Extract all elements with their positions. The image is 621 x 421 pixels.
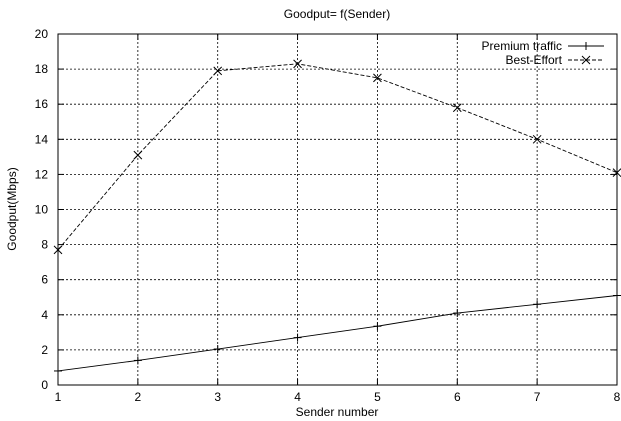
x-tick-label: 5 <box>374 390 381 404</box>
y-tick-label: 18 <box>35 62 49 76</box>
y-tick-label: 12 <box>35 167 49 181</box>
data-point-best-effort <box>213 66 223 76</box>
series-markers <box>53 59 621 375</box>
x-tick-label: 7 <box>534 390 541 404</box>
legend-marker-best-effort <box>581 55 591 65</box>
y-tick-label: 8 <box>41 238 48 252</box>
legend-label-best-effort: Best-Effort <box>506 53 563 67</box>
y-tick-label: 14 <box>35 132 49 146</box>
data-point-premium-traffic <box>213 345 222 354</box>
y-tick-label: 10 <box>35 203 49 217</box>
data-point-best-effort <box>293 59 302 69</box>
y-tick-label: 6 <box>41 273 48 287</box>
legend-label-premium-traffic: Premium traffic <box>482 39 562 53</box>
plot-frame <box>57 33 618 386</box>
grid-lines <box>58 34 617 385</box>
y-tick-label: 20 <box>35 27 49 41</box>
x-axis-title: Sender number <box>296 405 379 419</box>
x-tick-label: 4 <box>294 390 301 404</box>
data-point-premium-traffic <box>373 322 382 331</box>
series-lines <box>57 63 618 372</box>
y-tick-label: 4 <box>41 308 48 322</box>
legend-marker-premium-traffic <box>582 42 590 50</box>
data-point-premium-traffic <box>533 300 542 309</box>
data-point-best-effort <box>532 134 542 144</box>
x-tick-label: 2 <box>135 390 142 404</box>
x-tick-label: 6 <box>454 390 461 404</box>
data-point-best-effort <box>373 73 382 83</box>
chart-title: Goodput= f(Sender) <box>284 7 390 21</box>
y-tick-label: 2 <box>41 343 48 357</box>
series-line-best-effort <box>57 63 618 251</box>
data-point-best-effort <box>133 150 143 160</box>
series-line-premium-traffic <box>57 295 618 372</box>
data-point-premium-traffic <box>453 309 462 318</box>
x-tick-label: 8 <box>614 390 621 404</box>
y-axis-title: Goodput(Mbps) <box>5 167 19 250</box>
data-point-premium-traffic <box>293 333 302 342</box>
data-point-best-effort <box>452 103 462 113</box>
x-tick-label: 1 <box>55 390 62 404</box>
y-tick-label: 16 <box>35 97 49 111</box>
x-tick-label: 3 <box>214 390 221 404</box>
data-point-premium-traffic <box>133 356 142 365</box>
y-tick-label: 0 <box>41 378 48 392</box>
